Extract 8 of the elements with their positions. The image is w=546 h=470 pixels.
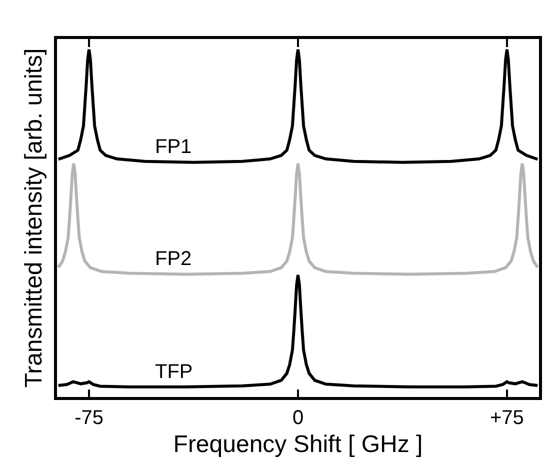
x-tick-label: -75 <box>74 406 104 429</box>
y-axis-title: Transmitted intensity [arb. units] <box>20 48 48 388</box>
x-tick-label: +75 <box>490 406 524 429</box>
series-label: TFP <box>155 361 193 383</box>
series-label: FP2 <box>155 248 192 270</box>
x-tick-label: 0 <box>292 406 304 429</box>
x-axis-title: Frequency Shift [ GHz ] <box>173 431 423 458</box>
series-label: FP1 <box>155 136 192 158</box>
